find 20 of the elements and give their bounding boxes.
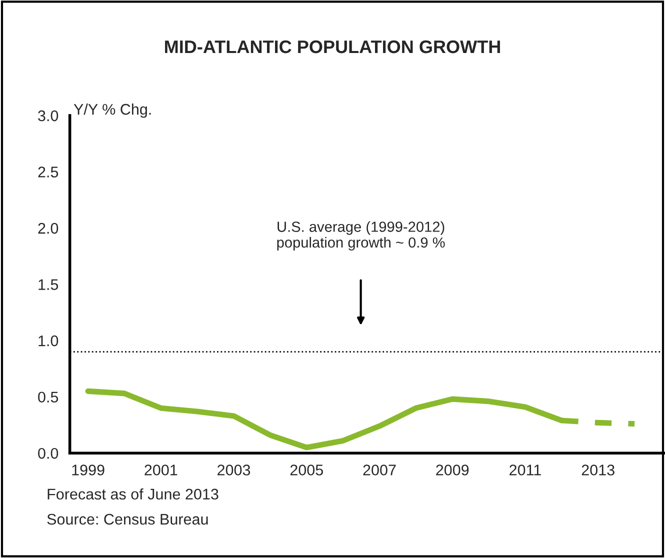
x-tick-label: 2011 bbox=[510, 464, 541, 476]
x-tick-label: 2005 bbox=[290, 464, 323, 476]
y-tick-label: 3.0 bbox=[38, 110, 58, 122]
x-tick-label: 1999 bbox=[72, 464, 104, 476]
x-tick-label: 2007 bbox=[363, 464, 396, 476]
x-tick-label: 2003 bbox=[218, 464, 250, 476]
x-tick-label: 2013 bbox=[582, 464, 614, 476]
text: Forecast as of June 2013 bbox=[48, 488, 218, 500]
y-tick-label: 0.0 bbox=[38, 448, 58, 459]
y-tick-label: 2.5 bbox=[38, 166, 58, 178]
annotation: U.S. average (1999-2012) population growth ~ 0.9 % bbox=[277, 221, 445, 251]
x-tick-label: 2009 bbox=[436, 464, 469, 476]
y-axis-title: Y/Y % Chg. bbox=[74, 104, 151, 118]
y-tick-label: 1.5 bbox=[38, 279, 58, 290]
y-tick-label: 2.0 bbox=[38, 222, 58, 234]
chart-title: MID-ATLANTIC POPULATION GROWTH bbox=[165, 40, 500, 54]
y-tick-label: 1.0 bbox=[38, 335, 58, 346]
x-tick-label: 2001 bbox=[144, 464, 178, 476]
y-tick-label: 0.5 bbox=[38, 392, 58, 403]
source-note: Source: Census Bureau bbox=[47, 514, 208, 525]
